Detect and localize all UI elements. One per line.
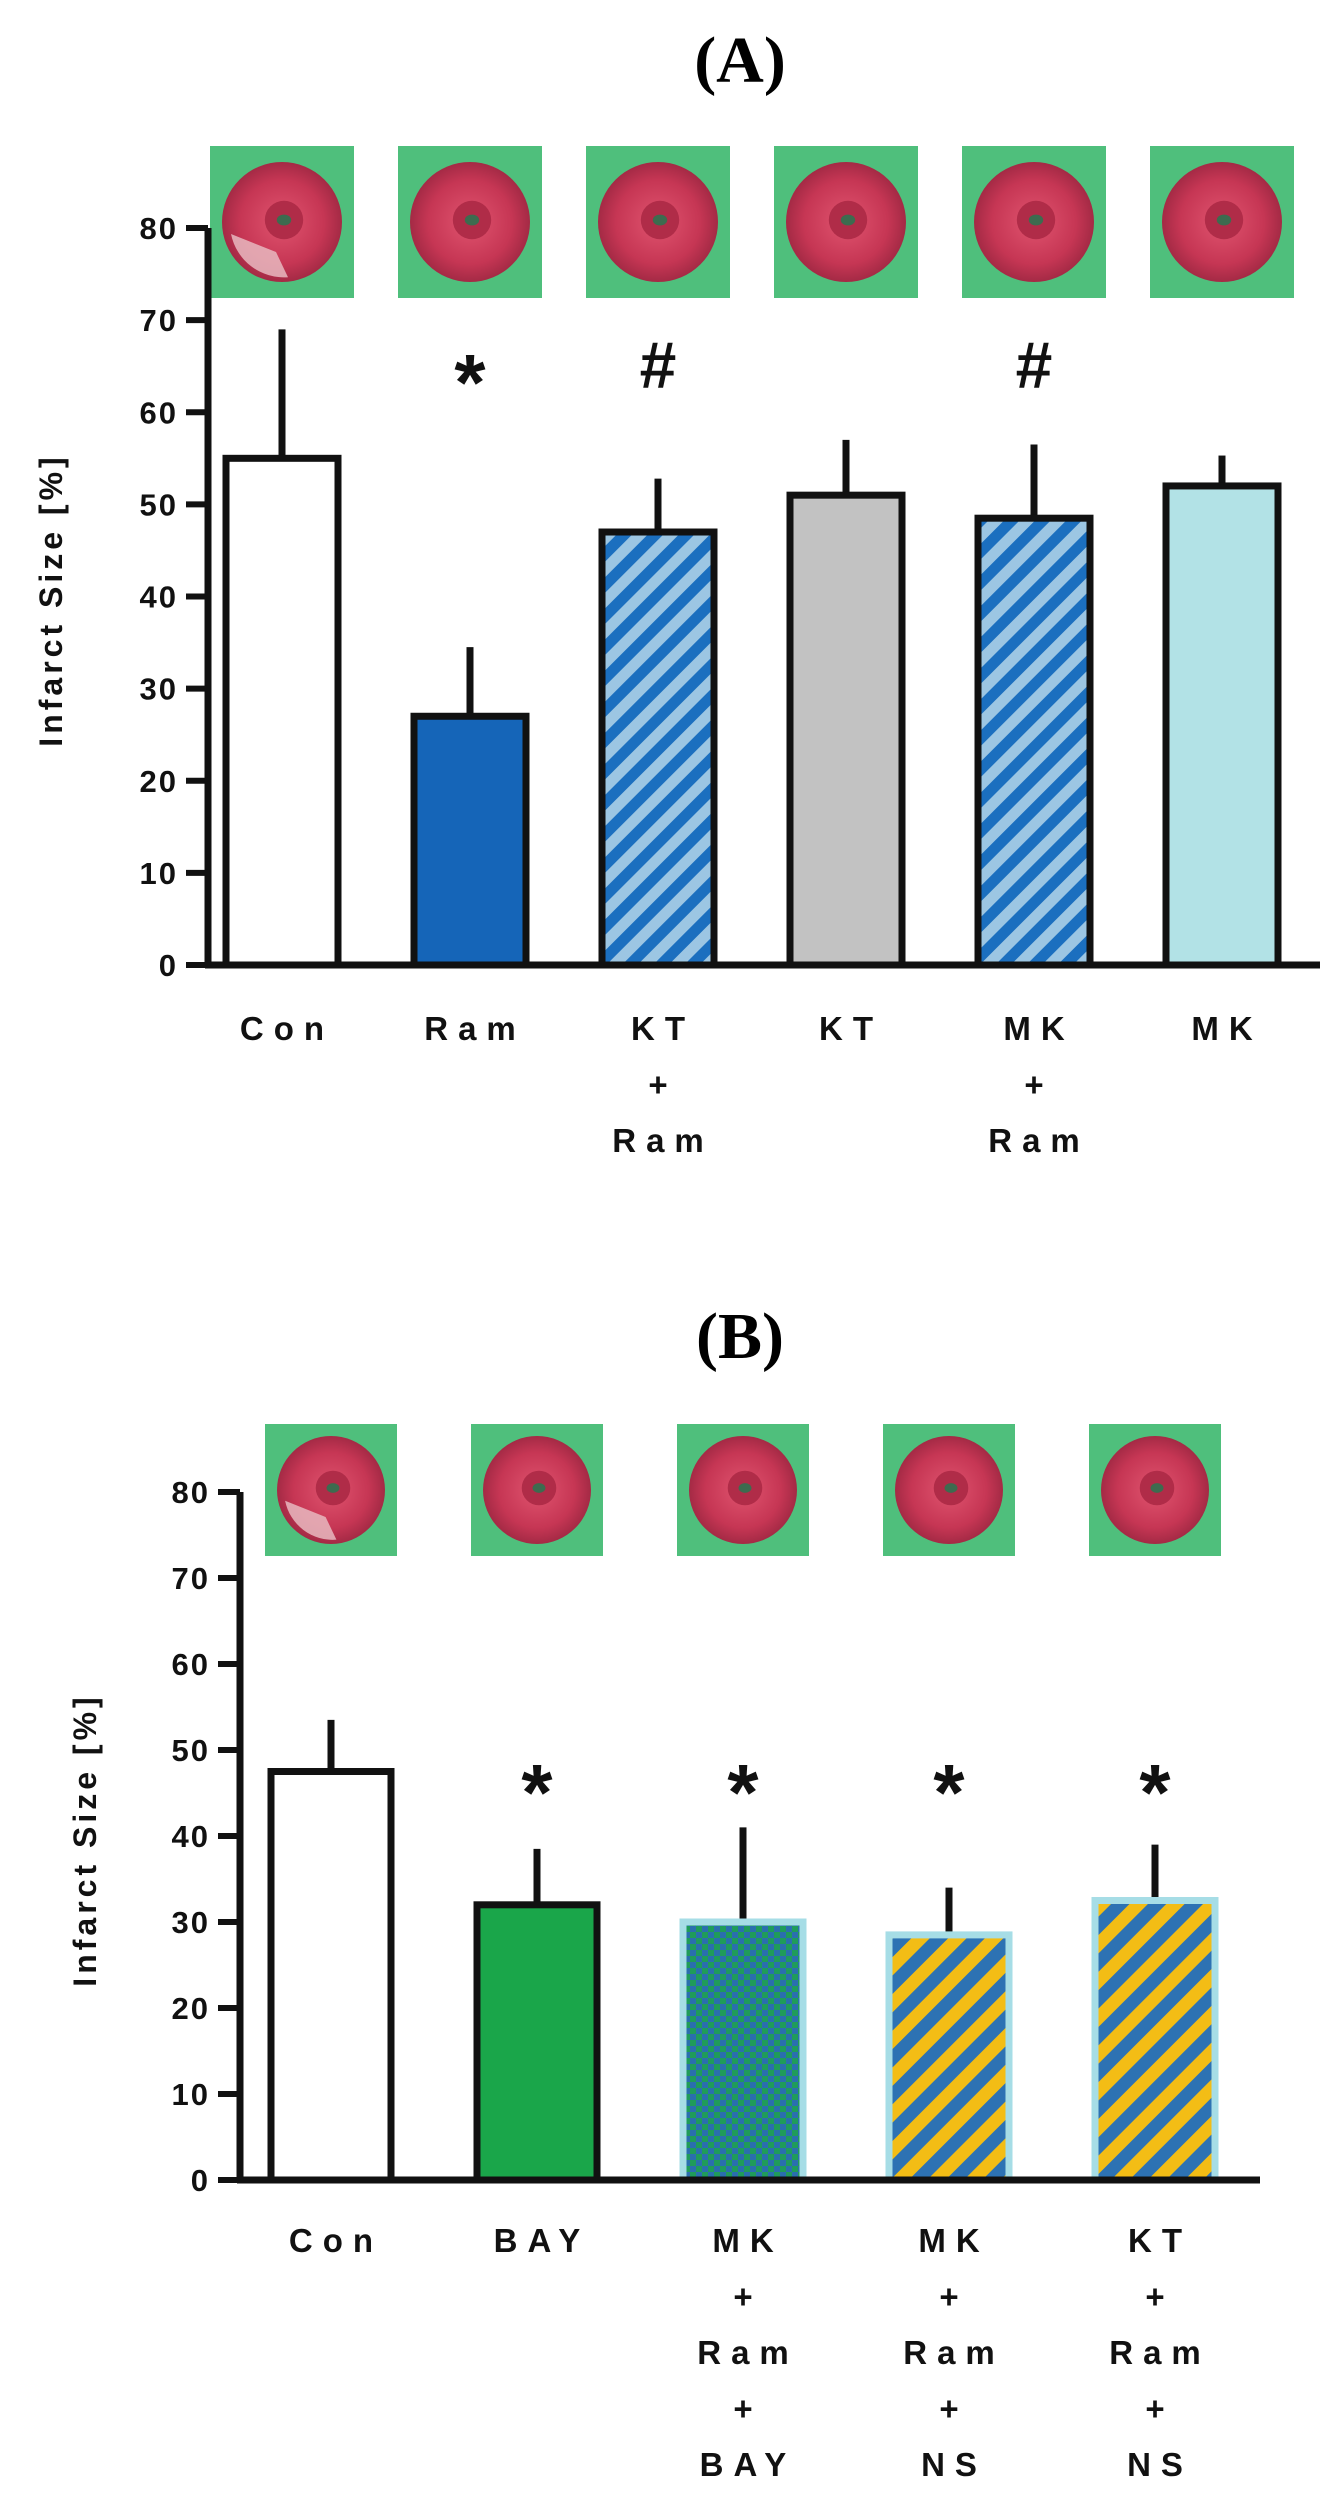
y-tick-label: 10 [172, 2077, 210, 2112]
panel-b: (B) Con * BAY * MK + Ram + BAY * MK + Ram + NS * KT + Ram + N… [67, 1300, 1260, 2483]
x-tick-label: MK [1003, 1010, 1074, 1047]
x-tick-label: + [1145, 2278, 1174, 2315]
bar [974, 514, 1094, 969]
significance-marker: # [1016, 328, 1053, 402]
bar [1091, 1897, 1219, 2184]
x-tick-label: MK [712, 2222, 783, 2259]
x-tick-label: + [939, 2278, 968, 2315]
x-tick-label: NS [1127, 2446, 1193, 2483]
x-tick-label: NS [921, 2446, 987, 2483]
y-tick-label: 40 [172, 1819, 210, 1854]
x-tick-label: MK [918, 2222, 989, 2259]
heart-slice-image [962, 146, 1106, 298]
heart-lumen [652, 214, 668, 226]
x-tick-label: MK [1191, 1010, 1262, 1047]
significance-marker: * [933, 1748, 965, 1837]
bar [473, 1901, 601, 2184]
heart-lumen [1216, 214, 1232, 226]
heart-lumen [1028, 214, 1044, 226]
x-tick-label: BAY [700, 2446, 797, 2483]
y-tick-label: 30 [172, 1905, 210, 1940]
x-tick-label: Ram [903, 2334, 1005, 2371]
heart-slice-image [1150, 146, 1294, 298]
significance-marker: * [727, 1748, 759, 1837]
x-tick-label: Con [289, 2222, 383, 2259]
y-axis-label: Infarct Size [%] [33, 453, 69, 746]
significance-marker: # [640, 328, 677, 402]
bar [786, 491, 906, 969]
x-tick-label: Con [240, 1010, 334, 1047]
bar [267, 1768, 395, 2184]
y-tick-label: 60 [172, 1647, 210, 1682]
heart-slice-image [1089, 1424, 1221, 1556]
x-tick-label: + [733, 2390, 762, 2427]
x-tick-label: Ram [988, 1122, 1090, 1159]
pale-infarct-area [231, 234, 288, 278]
heart-slice-image [471, 1424, 603, 1556]
y-tick-label: 60 [140, 395, 178, 430]
heart-slice-image [774, 146, 918, 298]
y-tick-label: 20 [172, 1991, 210, 2026]
heart-slice-image [265, 1424, 397, 1556]
heart-lumen [532, 1483, 546, 1493]
y-tick-label: 10 [140, 856, 178, 891]
x-tick-label: + [648, 1066, 677, 1103]
y-tick-label: 80 [140, 211, 178, 246]
y-tick-label: 40 [140, 580, 178, 615]
heart-lumen [326, 1483, 340, 1493]
x-tick-label: KT [631, 1010, 695, 1047]
y-tick-label: 0 [191, 2163, 210, 2198]
x-tick-label: Ram [424, 1010, 526, 1047]
y-tick-label: 80 [172, 1475, 210, 1510]
x-tick-label: + [1024, 1066, 1053, 1103]
heart-lumen [944, 1483, 958, 1493]
x-tick-label: + [1145, 2390, 1174, 2427]
bar [222, 454, 342, 969]
y-axis-label: Infarct Size [%] [67, 1693, 103, 1986]
heart-lumen [464, 214, 480, 226]
y-tick-label: 50 [140, 487, 178, 522]
pale-infarct-area [285, 1500, 337, 1540]
x-tick-label: Ram [612, 1122, 714, 1159]
bar [679, 1918, 807, 2184]
y-tick-label: 70 [140, 303, 178, 338]
x-tick-label: KT [819, 1010, 883, 1047]
heart-lumen [840, 214, 856, 226]
x-tick-label: + [733, 2278, 762, 2315]
significance-marker: * [1139, 1748, 1171, 1837]
y-tick-label: 50 [172, 1733, 210, 1768]
heart-lumen [738, 1483, 752, 1493]
heart-slice-image [398, 146, 542, 298]
significance-marker: * [454, 338, 486, 427]
x-tick-label: Ram [697, 2334, 799, 2371]
bar [598, 528, 718, 969]
heart-slice-image [883, 1424, 1015, 1556]
panel-title: (B) [696, 1300, 784, 1373]
bar [885, 1931, 1013, 2184]
significance-marker: * [521, 1748, 553, 1837]
bar [1162, 482, 1282, 969]
bar [410, 712, 530, 969]
heart-slice-image [677, 1424, 809, 1556]
y-tick-label: 20 [140, 764, 178, 799]
y-tick-label: 0 [159, 948, 178, 983]
panel-title: (A) [694, 24, 786, 97]
heart-lumen [276, 214, 292, 226]
heart-slice-image [586, 146, 730, 298]
x-tick-label: KT [1128, 2222, 1192, 2259]
heart-slice-image [210, 146, 354, 298]
x-tick-label: BAY [494, 2222, 591, 2259]
y-tick-label: 70 [172, 1561, 210, 1596]
y-tick-label: 30 [140, 672, 178, 707]
panel-a: (A) Con * Ram # KT + Ram KT # MK + Ram MK 0 10 20 30 40 50 6… [33, 24, 1320, 1159]
x-tick-label: + [939, 2390, 968, 2427]
x-tick-label: Ram [1109, 2334, 1211, 2371]
heart-lumen [1150, 1483, 1164, 1493]
